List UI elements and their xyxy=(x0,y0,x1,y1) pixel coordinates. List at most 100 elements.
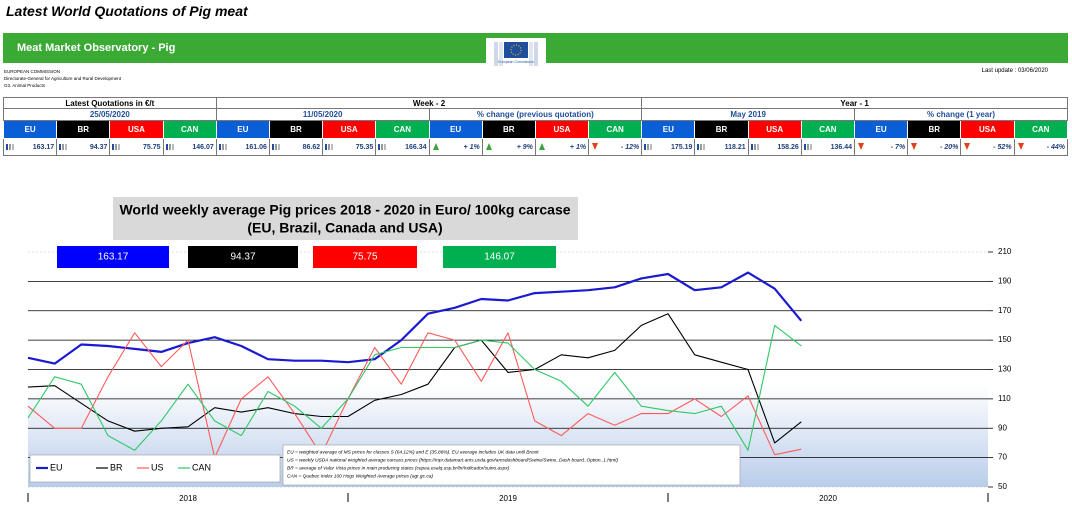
logo-text: European Commission xyxy=(498,60,533,64)
value-tile xyxy=(443,246,556,268)
y-tick-label: 50 xyxy=(998,482,1007,491)
value-tile xyxy=(188,246,298,268)
column-header: BR xyxy=(481,120,536,139)
table-subheader: 11/05/2020 xyxy=(215,108,430,121)
table-value: 166.34 xyxy=(375,138,430,156)
bar-icon xyxy=(59,144,68,150)
series-line xyxy=(27,271,803,365)
y-tick-label: 210 xyxy=(998,247,1012,256)
quote-table: Latest Quotations in €/t Week - 2 Year -… xyxy=(2,97,1069,156)
value-tile-label: 163.17 xyxy=(98,252,129,263)
legend-label: US xyxy=(151,462,164,472)
column-header: BR xyxy=(907,120,962,139)
table-value: 175.19 xyxy=(641,138,696,156)
table-value-row: 163.17 94.37 75.75 146.07 161.06 86.62 75.35 16… xyxy=(2,138,1069,156)
logo: European Commission xyxy=(486,38,546,72)
bar-icon xyxy=(165,144,174,150)
series-line xyxy=(27,313,802,444)
table-header: Year - 1 xyxy=(641,97,1068,109)
table-column-row: EU BR USA CAN EU BR USA CAN EU BR USA CAN EU BR USA CAN… xyxy=(2,120,1069,139)
y-tick-label: 110 xyxy=(998,394,1011,403)
legend-label: BR xyxy=(110,462,123,472)
y-tick-label: 190 xyxy=(998,276,1012,285)
column-header: USA xyxy=(960,120,1015,139)
table-subheader-row: 25/05/2020 11/05/2020 % change (previous… xyxy=(3,108,1068,121)
value-tile-label: 146.07 xyxy=(484,252,515,263)
column-header: CAN xyxy=(588,120,643,139)
column-header: EU xyxy=(428,120,483,139)
trend-arrow xyxy=(911,143,918,150)
x-tick-label: 2019 xyxy=(499,494,517,503)
table-value: - 20% xyxy=(907,138,962,156)
column-header: EU xyxy=(2,120,58,139)
trend-arrow xyxy=(485,143,492,150)
notes-box xyxy=(282,444,741,486)
chart-subtitle: (EU, Brazil, Canada and USA) xyxy=(247,220,442,236)
trend-arrow xyxy=(1017,143,1024,150)
bar-icon xyxy=(112,144,121,150)
legend-label: EU xyxy=(50,462,63,472)
table-value: 161.06 xyxy=(215,138,270,156)
column-header: USA xyxy=(322,120,377,139)
table-subheader: 25/05/2020 xyxy=(3,108,217,121)
table-value: 75.35 xyxy=(322,138,377,156)
table-header: Latest Quotations in €/t xyxy=(3,97,217,109)
table-header-row: Latest Quotations in €/t Week - 2 Year -… xyxy=(3,97,1068,109)
column-header: EU xyxy=(215,120,270,139)
y-tick-label: 70 xyxy=(998,453,1007,462)
column-header: BR xyxy=(268,120,324,139)
title-box xyxy=(113,197,578,240)
banner-text: Meat Market Observatory - Pig xyxy=(17,42,176,54)
table-value: 136.44 xyxy=(800,138,856,156)
table-subheader: May 2019 xyxy=(641,108,855,121)
series-line xyxy=(27,324,802,451)
note: BR = average of Valor Vista prices in ma… xyxy=(287,465,510,471)
bar-icon xyxy=(644,144,653,150)
org-line: G3. Animal Products xyxy=(4,83,46,88)
trend-arrow xyxy=(592,143,599,150)
table-value: - 12% xyxy=(588,138,643,156)
table-value: - 44% xyxy=(1013,138,1069,156)
table-value: + 9% xyxy=(481,138,536,156)
column-header: BR xyxy=(56,120,111,139)
note: CAN = Quebec Index 100 Hogs Weighted Ave… xyxy=(287,473,433,479)
y-tick-label: 130 xyxy=(998,365,1012,374)
table-value: - 7% xyxy=(853,138,909,156)
bar-icon xyxy=(218,144,227,150)
legend-box xyxy=(29,454,281,483)
table-value: - 52% xyxy=(960,138,1015,156)
table-value: 118.21 xyxy=(694,138,749,156)
y-tick-label: 90 xyxy=(998,423,1007,432)
column-header: EU xyxy=(853,120,909,139)
trend-arrow xyxy=(858,143,864,150)
column-header: USA xyxy=(747,120,802,139)
chart-title: World weekly average Pig prices 2018 - 2… xyxy=(119,202,570,218)
y-tick-label: 170 xyxy=(998,306,1012,315)
bar-icon xyxy=(750,144,759,150)
table-header: Week - 2 xyxy=(215,97,643,109)
bar-icon xyxy=(325,144,334,150)
note: EU = weighted average of MS prices for c… xyxy=(287,449,539,455)
last-update: Last update : 03/06/2020 xyxy=(981,68,1048,74)
bar-icon xyxy=(271,144,280,150)
chart: World weekly average Pig prices 2018 - 2… xyxy=(27,197,1012,503)
table-subheader: % change (1 year) xyxy=(854,108,1068,121)
bar-icon xyxy=(803,144,812,150)
table-value: 146.07 xyxy=(162,138,217,156)
column-header: CAN xyxy=(162,120,217,139)
trend-arrow xyxy=(538,143,545,150)
y-tick-label: 150 xyxy=(998,335,1012,344)
table-value: 94.37 xyxy=(56,138,111,156)
value-tile xyxy=(313,246,417,268)
bar-icon xyxy=(378,144,387,150)
bar-icon xyxy=(697,144,706,150)
legend-label: CAN xyxy=(192,462,211,472)
table-value: 158.26 xyxy=(747,138,802,156)
column-header: CAN xyxy=(800,120,856,139)
column-header: USA xyxy=(534,120,590,139)
table-value: 163.17 xyxy=(2,138,58,156)
column-header: USA xyxy=(109,120,164,139)
trend-arrow xyxy=(964,143,971,150)
column-header: CAN xyxy=(375,120,430,139)
